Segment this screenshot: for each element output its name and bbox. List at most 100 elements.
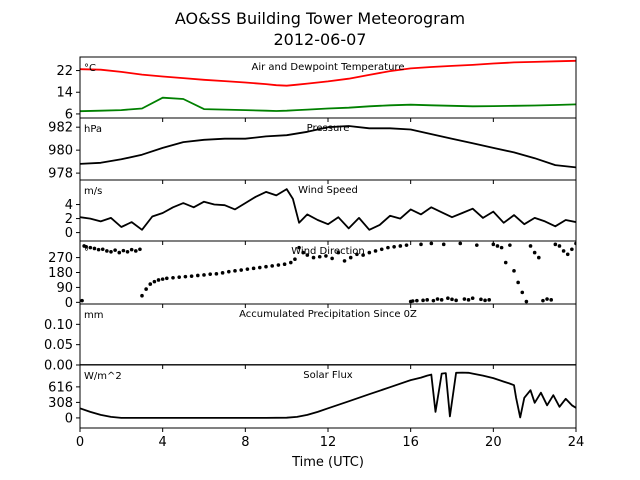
wind-direction-point	[348, 255, 353, 260]
wind-direction-point	[121, 248, 126, 253]
wind-direction-point	[379, 247, 384, 252]
wind-direction-point	[251, 266, 256, 271]
wind-direction-point	[520, 290, 525, 295]
wind-direction-point	[421, 298, 425, 303]
wind-direction-point	[165, 276, 169, 281]
wind-direction-point	[483, 298, 487, 303]
wind-direction-point	[441, 242, 446, 247]
wind-direction-point	[431, 298, 436, 303]
wind-direction-point	[532, 250, 537, 255]
wind-direction-point	[202, 273, 206, 277]
wind-direction-point	[330, 256, 334, 261]
wind-direction-point	[196, 273, 200, 278]
panel-4: 0.00 0.05 0.10 mm Accumulated Precipitation …	[44, 303, 577, 374]
wind-direction-point	[100, 247, 105, 252]
wind-direction-point	[470, 296, 475, 300]
wind-direction-point	[220, 271, 225, 275]
wind-direction-point	[561, 249, 566, 253]
wind-direction-point	[105, 249, 109, 253]
wind-direction-point	[208, 272, 212, 276]
panel-unit-label: °	[84, 247, 89, 258]
wind-direction-point	[373, 249, 378, 253]
panel-unit-label: m/s	[84, 186, 102, 197]
wind-direction-point	[429, 241, 434, 246]
panel-1: 978 980 982 hPa Pressure	[48, 117, 577, 184]
panel-data	[80, 371, 576, 419]
wind-direction-point	[239, 268, 243, 272]
wind-direction-point	[160, 277, 165, 281]
y-tick-label: 180	[48, 266, 73, 281]
wind-direction-point	[446, 296, 450, 300]
wind-direction-point	[96, 247, 101, 252]
wind-direction-point	[512, 269, 516, 273]
wind-direction-point	[88, 245, 93, 250]
wind-direction-point	[258, 265, 262, 270]
wind-direction-point	[499, 245, 504, 250]
panel-data	[80, 241, 576, 304]
wind-direction-point	[462, 297, 467, 301]
y-tick-label: 0.00	[44, 359, 73, 374]
wind-direction-point	[293, 257, 297, 262]
y-tick-label: 978	[48, 167, 73, 182]
wind-direction-point	[425, 298, 430, 302]
wind-direction-point	[113, 248, 117, 252]
y-tick-label: 0	[65, 296, 73, 311]
x-tick-label: 16	[402, 435, 419, 450]
panel-title: Solar Flux	[303, 370, 353, 381]
y-tick-label: 2	[65, 212, 73, 227]
panel-unit-label: W/m^2	[84, 371, 122, 382]
panel-unit-label: °C	[84, 63, 96, 74]
wind-direction-point	[454, 298, 458, 303]
wind-direction-point	[109, 249, 113, 254]
panel-title: Air and Dewpoint Temperature	[252, 62, 405, 73]
wind-direction-point	[134, 249, 138, 253]
wind-direction-point	[289, 260, 293, 265]
wind-direction-point	[233, 269, 237, 273]
figure-title: AO&SS Building Tower Meteorogram	[175, 9, 465, 28]
wind-direction-point	[156, 278, 161, 282]
wind-direction-point	[404, 243, 409, 247]
wind-direction-point	[355, 252, 359, 257]
wind-direction-point	[487, 298, 492, 302]
wind-direction-point	[410, 299, 415, 303]
panel-data	[80, 125, 576, 169]
wind-direction-point	[270, 264, 275, 268]
panels: 6 14 22 °C Air and Dewpoint Temperature 978 98…	[44, 56, 577, 432]
wind-direction-point	[336, 250, 341, 255]
wind-direction-point	[435, 297, 440, 301]
wind-direction-point	[276, 263, 281, 267]
series-line-solar-flux	[80, 371, 576, 419]
panel-title: Wind Direction	[291, 246, 365, 257]
y-tick-label: 90	[56, 281, 73, 296]
wind-direction-point	[342, 259, 347, 263]
wind-direction-point	[92, 246, 97, 251]
x-axis-label: Time (UTC)	[291, 455, 364, 470]
y-tick-label: 980	[48, 144, 73, 159]
series-line-temperature	[80, 59, 576, 87]
y-tick-label: 22	[56, 64, 73, 79]
wind-direction-point	[541, 298, 545, 303]
wind-direction-point	[524, 299, 529, 304]
wind-direction-point	[466, 298, 471, 302]
wind-direction-point	[183, 274, 188, 279]
wind-direction-point	[557, 244, 562, 248]
wind-direction-point	[144, 287, 148, 291]
wind-direction-point	[282, 262, 287, 267]
wind-direction-point	[214, 272, 219, 276]
panel-unit-label: mm	[84, 310, 103, 321]
wind-direction-point	[479, 297, 483, 302]
y-tick-label: 0.05	[44, 338, 73, 353]
wind-direction-point	[439, 298, 444, 302]
y-tick-label: 14	[56, 86, 73, 101]
panel-title: Wind Speed	[298, 185, 358, 196]
wind-direction-point	[549, 298, 553, 302]
wind-direction-point	[84, 245, 88, 249]
wind-direction-point	[475, 243, 479, 247]
y-tick-label: 0	[65, 226, 73, 241]
wind-direction-point	[386, 245, 390, 250]
wind-direction-point	[491, 242, 496, 247]
wind-direction-point	[245, 267, 250, 271]
